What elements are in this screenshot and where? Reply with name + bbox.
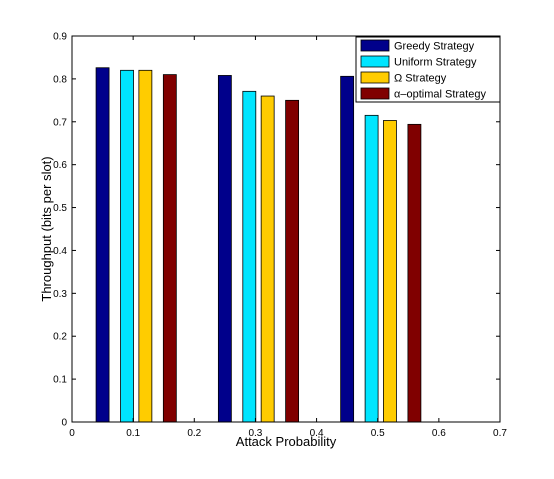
y-axis: 0 0.1 0.2 0.3 0.4 0.5 0.6 0.7 0.8 0.9 xyxy=(53,32,500,429)
x-tick-label: 0.4 xyxy=(310,428,324,439)
x-tick-label: 0 xyxy=(69,428,75,439)
bar-series-1-2 xyxy=(364,114,379,423)
x-tick-label: 0.3 xyxy=(248,428,262,439)
y-tick-label: 0.8 xyxy=(53,74,67,85)
legend-label-0: Greedy Strategy xyxy=(394,41,475,53)
x-tick-label: 0.1 xyxy=(126,428,140,439)
bar-series-2-0 xyxy=(138,69,153,423)
bar-series-0-0 xyxy=(95,67,110,423)
bar-series-2-2 xyxy=(383,120,397,423)
legend-label-3: α–optimal Strategy xyxy=(394,89,486,101)
legend-swatch-1 xyxy=(360,55,390,68)
legend-label-2: Ω Strategy xyxy=(394,73,447,85)
y-tick-label: 0.6 xyxy=(53,160,67,171)
y-tick-label: 0.2 xyxy=(53,332,67,343)
x-tick-label: 0.6 xyxy=(432,428,446,439)
y-tick-label: 0 xyxy=(61,418,67,429)
legend-label-1: Uniform Strategy xyxy=(394,57,477,69)
bar-series-0-2 xyxy=(340,75,355,423)
x-tick-label: 0.5 xyxy=(371,428,385,439)
y-tick-label: 0.7 xyxy=(53,117,67,128)
bar-series-1-1 xyxy=(242,90,257,423)
y-axis-label: Throughput (bits per slot) xyxy=(39,156,54,301)
legend-swatch-3 xyxy=(360,87,390,100)
legend-swatch-0 xyxy=(360,39,390,52)
y-tick-label: 0.5 xyxy=(53,203,67,214)
x-axis: 0 0.1 0.2 0.3 0.4 0.5 0.6 0.7 xyxy=(69,36,507,439)
bars-group xyxy=(95,67,422,423)
bar-series-1-0 xyxy=(120,69,134,423)
y-tick-label: 0.4 xyxy=(53,246,67,257)
y-tick-label: 0.3 xyxy=(53,289,67,300)
x-tick-label: 0.7 xyxy=(493,428,507,439)
y-tick-label: 0.1 xyxy=(53,375,67,386)
y-tick-label: 0.9 xyxy=(53,32,67,43)
bar-series-0-1 xyxy=(217,75,232,423)
plot-frame xyxy=(71,35,501,423)
bar-series-3-0 xyxy=(162,74,177,423)
x-axis-label: Attack Probability xyxy=(236,434,337,449)
bar-series-3-2 xyxy=(407,123,422,423)
bar-series-3-1 xyxy=(285,99,300,423)
bar-series-2-1 xyxy=(260,95,275,423)
x-tick-label: 0.2 xyxy=(187,428,201,439)
legend-swatch-2 xyxy=(360,71,390,84)
legend: Greedy Strategy Uniform Strategy Ω Strateg… xyxy=(355,36,501,103)
